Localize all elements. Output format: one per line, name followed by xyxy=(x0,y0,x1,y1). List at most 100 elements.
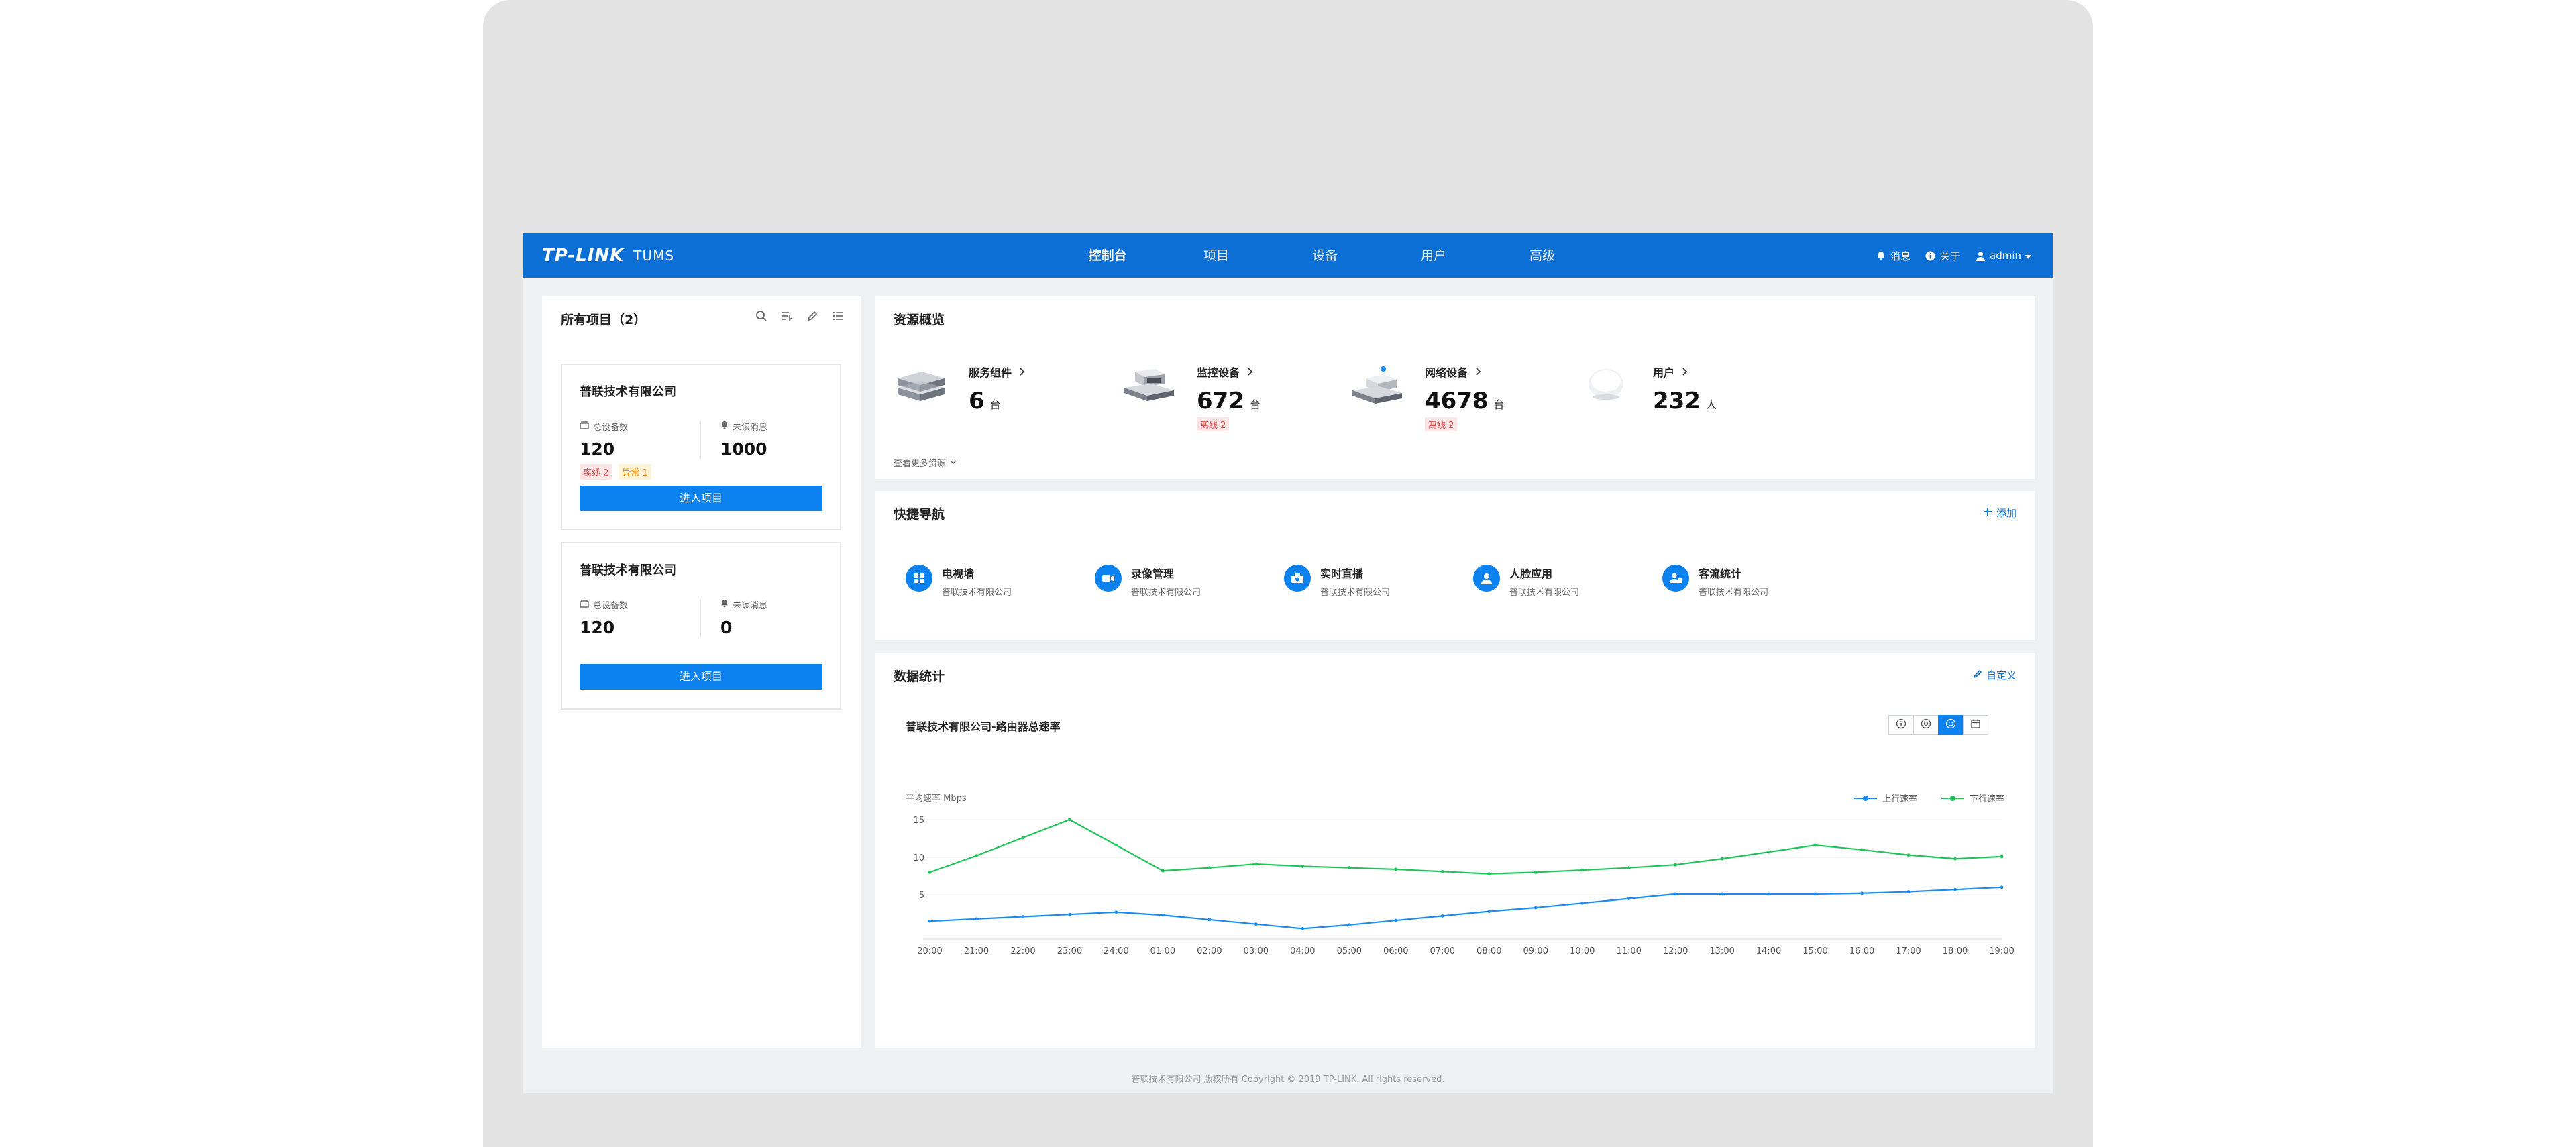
project-name: 普联技术有限公司 xyxy=(580,563,676,578)
top-bar: TP-LINK TUMS 控制台 项目 设备 用户 高级 消息 关于 xyxy=(523,233,2053,278)
x-tick-label: 22:00 xyxy=(1010,946,1035,957)
people-count-icon xyxy=(1662,565,1689,592)
legend-label: 上行速率 xyxy=(1882,794,1917,804)
chart-face-button[interactable] xyxy=(1938,715,1964,735)
shortcut-name: 电视墙 xyxy=(942,567,975,580)
y-tick-label: 5 xyxy=(919,891,924,901)
settings-icon xyxy=(1921,718,1931,732)
project-card: 普联技术有限公司 总设备数 120 未读消息 0 进入项目 xyxy=(561,542,841,710)
x-tick-label: 03:00 xyxy=(1244,946,1269,957)
x-tick-label: 06:00 xyxy=(1383,946,1408,957)
devices-label: 总设备数 xyxy=(593,423,629,433)
add-shortcut-button[interactable]: 添加 xyxy=(1983,506,2017,520)
calendar-icon xyxy=(1970,718,1981,732)
data-point xyxy=(1021,836,1025,840)
data-point xyxy=(1394,867,1398,871)
data-point xyxy=(1813,843,1817,847)
series-line xyxy=(929,818,2002,875)
status-badges: 离线 2 异常 1 xyxy=(580,464,651,480)
product-name: TUMS xyxy=(633,248,675,264)
chevron-right-icon xyxy=(1248,366,1253,378)
chart-info-button[interactable] xyxy=(1888,715,1914,735)
x-tick-label: 24:00 xyxy=(1104,946,1128,957)
grid-icon xyxy=(906,565,932,592)
stats-title: 数据统计 xyxy=(894,669,945,684)
resource-unit: 人 xyxy=(1705,398,1717,411)
data-point xyxy=(928,871,932,874)
data-point xyxy=(1114,843,1118,847)
customize-button[interactable]: 自定义 xyxy=(1973,668,2017,682)
edit-icon[interactable] xyxy=(806,310,820,323)
main-nav: 控制台 项目 设备 用户 高级 xyxy=(1053,233,1597,278)
shortcut-name: 实时直播 xyxy=(1320,567,1364,580)
search-icon[interactable] xyxy=(755,310,769,323)
quick-nav-title: 快捷导航 xyxy=(894,507,945,522)
enter-project-button[interactable]: 进入项目 xyxy=(580,664,822,690)
y-axis-label: 平均速率 Mbps xyxy=(906,793,967,804)
logo[interactable]: TP-LINK TUMS xyxy=(542,233,674,278)
shortcut-name: 客流统计 xyxy=(1699,567,1742,580)
user-menu[interactable]: admin xyxy=(1975,250,2031,262)
data-point xyxy=(928,919,932,923)
messages-link[interactable]: 消息 xyxy=(1876,249,1911,263)
nav-advanced[interactable]: 高级 xyxy=(1529,248,1555,263)
caret-down-icon xyxy=(2025,250,2031,262)
data-point xyxy=(1440,914,1444,918)
legend-label: 下行速率 xyxy=(1970,794,2004,804)
devices-icon xyxy=(580,421,589,432)
data-point xyxy=(1161,913,1165,917)
divider xyxy=(700,600,701,637)
info-icon xyxy=(1896,718,1907,732)
abnormal-badge: 异常 1 xyxy=(619,464,651,480)
data-point xyxy=(1580,868,1585,872)
resource-unit: 台 xyxy=(989,398,1001,411)
list-icon[interactable] xyxy=(832,310,845,323)
chart-title: 普联技术有限公司-路由器总速率 xyxy=(906,720,1061,733)
data-point xyxy=(1953,857,1957,861)
nav-users[interactable]: 用户 xyxy=(1420,248,1446,263)
x-tick-label: 14:00 xyxy=(1756,946,1781,957)
add-label: 添加 xyxy=(1996,507,2017,519)
divider xyxy=(700,421,701,459)
resource-unit: 台 xyxy=(1249,398,1260,411)
data-point xyxy=(1021,915,1025,918)
about-link[interactable]: 关于 xyxy=(1925,249,1960,263)
nav-projects[interactable]: 项目 xyxy=(1203,248,1229,263)
customize-label: 自定义 xyxy=(1986,669,2017,681)
edit-icon xyxy=(1973,669,1982,681)
chart-settings-button[interactable] xyxy=(1913,715,1939,735)
x-tick-label: 10:00 xyxy=(1570,946,1595,957)
chart-calendar-button[interactable] xyxy=(1963,715,1988,735)
offline-badge: 离线 2 xyxy=(1197,417,1230,431)
enter-project-button[interactable]: 进入项目 xyxy=(580,486,822,511)
offline-badge: 离线 2 xyxy=(580,464,612,480)
data-point xyxy=(1208,866,1212,870)
about-label: 关于 xyxy=(1939,250,1960,262)
projects-toolbar xyxy=(755,310,845,323)
app-screen: TP-LINK TUMS 控制台 项目 设备 用户 高级 消息 关于 xyxy=(523,233,2053,1093)
devices-value: 120 xyxy=(580,439,615,459)
data-point xyxy=(975,854,978,858)
projects-panel: 所有项目（2） 普联技术有限公司 总设备数 120 xyxy=(542,296,861,1048)
projects-title: 所有项目（2） xyxy=(561,313,647,327)
unread-messages: 未读消息 1000 xyxy=(720,420,767,459)
shortcut-sub: 普联技术有限公司 xyxy=(1699,588,1769,598)
chevron-down-icon xyxy=(950,457,957,468)
more-resources-link[interactable]: 查看更多资源 xyxy=(894,456,957,469)
data-point xyxy=(1720,857,1724,861)
nav-dashboard[interactable]: 控制台 xyxy=(1088,248,1127,263)
bell-icon xyxy=(720,421,729,432)
resource-value: 672 xyxy=(1197,388,1244,415)
filter-list-icon[interactable] xyxy=(781,310,794,323)
nav-devices[interactable]: 设备 xyxy=(1311,248,1338,263)
data-point xyxy=(1767,892,1771,896)
data-point xyxy=(1767,850,1771,854)
data-point xyxy=(1487,872,1491,876)
shortcut-sub: 普联技术有限公司 xyxy=(942,588,1012,598)
info-icon xyxy=(1925,250,1936,261)
x-tick-label: 08:00 xyxy=(1477,946,1501,957)
project-card: 普联技术有限公司 总设备数 120 未读消息 1000 离线 2 异常 1 xyxy=(561,364,841,530)
data-point xyxy=(1068,912,1071,916)
x-tick-label: 15:00 xyxy=(1803,946,1827,957)
data-point xyxy=(1068,818,1071,822)
